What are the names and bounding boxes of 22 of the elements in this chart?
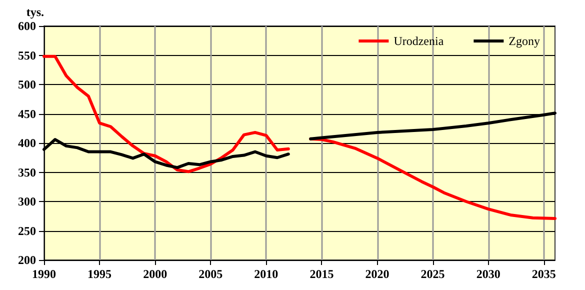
- y-tick-label: 500: [18, 78, 36, 92]
- x-tick-label: 2025: [420, 267, 445, 281]
- x-tick-label: 2030: [476, 267, 500, 281]
- legend-label: Urodzenia: [394, 34, 444, 48]
- x-tick-label: 2035: [532, 267, 556, 281]
- x-tick-label: 2005: [198, 267, 223, 281]
- x-tick-label: 2010: [254, 267, 278, 281]
- y-tick-label: 550: [18, 48, 36, 62]
- y-tick-label: 200: [18, 253, 36, 267]
- y-tick-label: 350: [18, 165, 36, 180]
- y-tick-label: 300: [18, 194, 36, 208]
- x-tick-label: 2020: [365, 267, 390, 281]
- y-axis-title: tys.: [26, 5, 44, 19]
- y-tick-label: 250: [18, 224, 36, 238]
- x-tick-label: 2015: [310, 267, 334, 281]
- legend-label: Zgony: [508, 34, 540, 48]
- y-tick-label: 450: [18, 106, 36, 121]
- x-tick-label: 1990: [32, 267, 56, 281]
- x-tick-label: 2000: [143, 267, 168, 281]
- y-tick-label: 600: [18, 19, 36, 33]
- x-tick-label: 1995: [88, 267, 112, 281]
- y-tick-label: 400: [18, 136, 36, 150]
